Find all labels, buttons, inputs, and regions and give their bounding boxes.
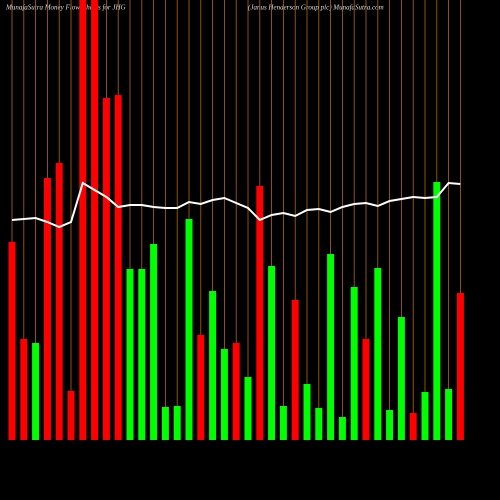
bar xyxy=(291,300,299,440)
bar xyxy=(433,182,441,440)
bar xyxy=(43,178,51,440)
bar xyxy=(150,244,158,440)
bar xyxy=(338,417,346,440)
bar xyxy=(138,269,146,440)
bar xyxy=(397,317,405,440)
bar xyxy=(20,339,28,440)
bar xyxy=(91,0,99,440)
bar xyxy=(220,349,228,440)
bar xyxy=(456,293,464,440)
bar xyxy=(315,408,323,440)
bar xyxy=(114,95,122,440)
bar xyxy=(67,391,75,440)
bar xyxy=(32,343,40,440)
bar xyxy=(55,163,63,440)
bar xyxy=(244,377,252,440)
chart-title: MunafaSutra Money Flow Charts for JHG xyxy=(5,4,126,12)
bar xyxy=(279,406,287,440)
bar xyxy=(303,384,311,440)
flow-line xyxy=(11,181,461,229)
bar xyxy=(409,413,417,440)
bar xyxy=(445,389,453,440)
bar xyxy=(102,98,110,440)
bar xyxy=(209,291,217,440)
bar xyxy=(161,407,169,440)
chart-subtitle: (Janus Henderson Group plc) MunafaSutra.… xyxy=(248,4,384,12)
bar xyxy=(421,392,429,440)
bar xyxy=(327,254,335,440)
bar xyxy=(126,269,134,440)
bar xyxy=(8,242,16,440)
bar xyxy=(256,186,264,440)
bar xyxy=(374,268,382,440)
bar xyxy=(232,343,240,440)
bar xyxy=(350,287,358,440)
bar xyxy=(79,0,87,440)
bar xyxy=(197,335,205,440)
bar xyxy=(185,219,193,440)
bar xyxy=(268,266,276,440)
bar xyxy=(173,406,181,440)
bar xyxy=(362,339,370,440)
bar xyxy=(386,410,394,440)
